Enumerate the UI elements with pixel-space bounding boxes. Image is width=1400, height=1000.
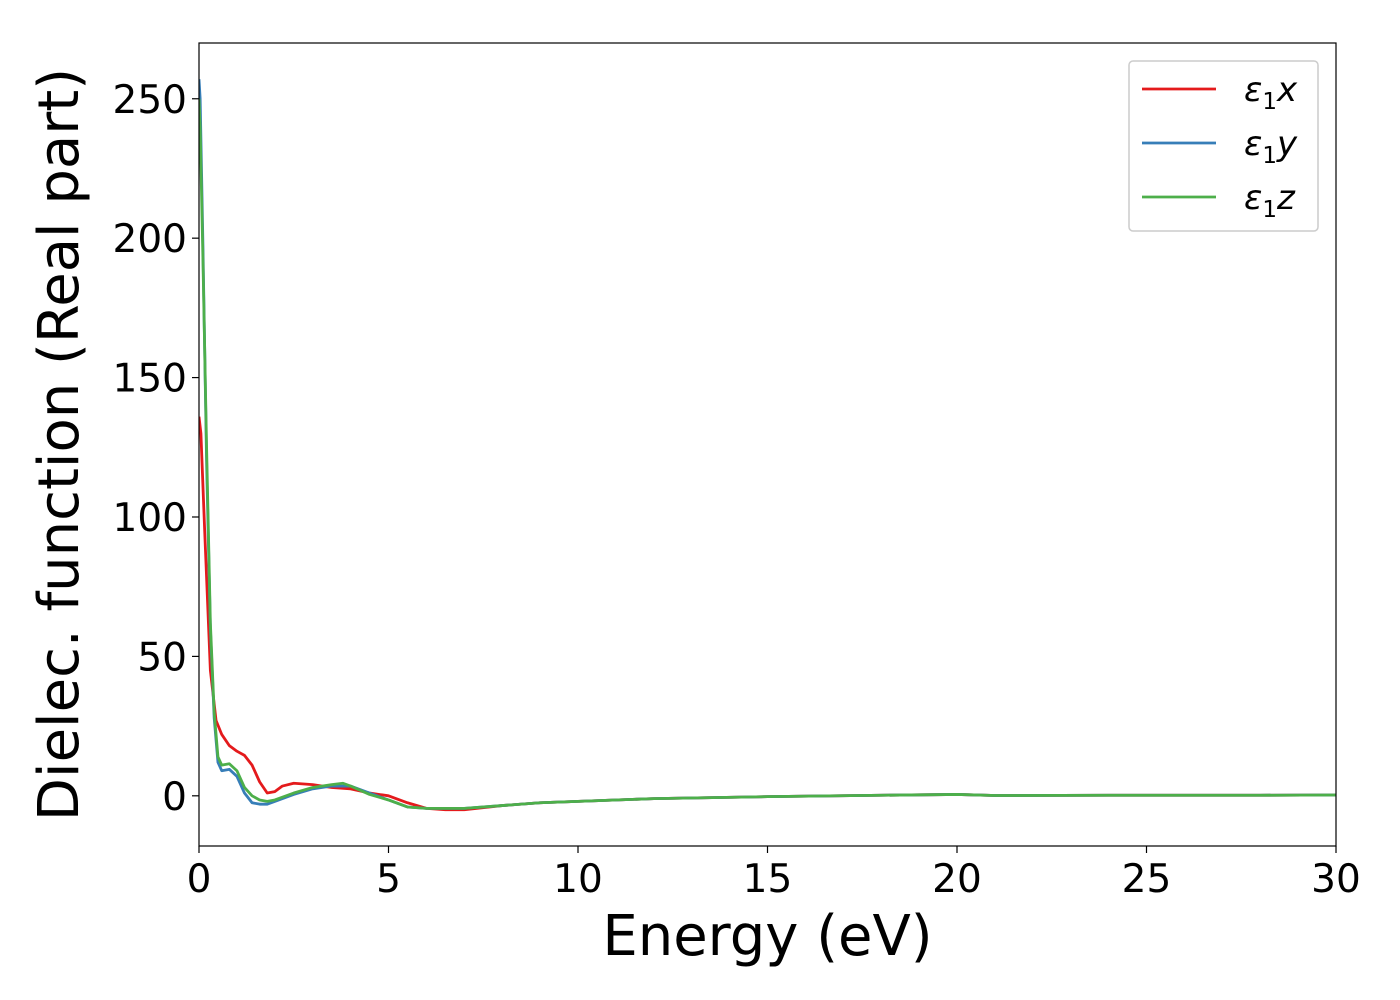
x-tick-label: 5 bbox=[376, 857, 401, 902]
y-tick-label: 0 bbox=[162, 775, 187, 820]
series-layer bbox=[199, 79, 1336, 812]
y-axis: 0 50 100 150 200 250 bbox=[113, 78, 199, 820]
legend-label-z: ε1z bbox=[1244, 178, 1296, 223]
x-tick-label: 25 bbox=[1122, 857, 1172, 902]
legend-box bbox=[1128, 60, 1319, 232]
x-tick-label: 15 bbox=[743, 857, 793, 902]
x-tick-label: 10 bbox=[553, 857, 603, 902]
x-tick-label: 20 bbox=[932, 857, 982, 902]
legend-label-x: ε1x bbox=[1244, 70, 1298, 115]
legend: ε1x ε1y ε1z bbox=[1128, 60, 1319, 232]
series-line-z bbox=[199, 98, 1336, 810]
x-axis-title: Energy (eV) bbox=[602, 904, 932, 969]
series-line-x bbox=[199, 416, 1336, 812]
x-axis: 0 5 10 15 20 25 30 bbox=[187, 846, 1361, 902]
y-tick-label: 250 bbox=[113, 78, 187, 123]
y-tick-label: 100 bbox=[113, 496, 187, 541]
x-tick-label: 30 bbox=[1311, 857, 1361, 902]
x-tick-label: 0 bbox=[187, 857, 212, 902]
legend-label-y: ε1y bbox=[1244, 124, 1298, 169]
y-tick-label: 50 bbox=[137, 635, 187, 680]
y-tick-label: 150 bbox=[113, 357, 187, 402]
y-axis-title: Dielec. function (Real part) bbox=[27, 68, 92, 821]
y-tick-label: 200 bbox=[113, 217, 187, 262]
